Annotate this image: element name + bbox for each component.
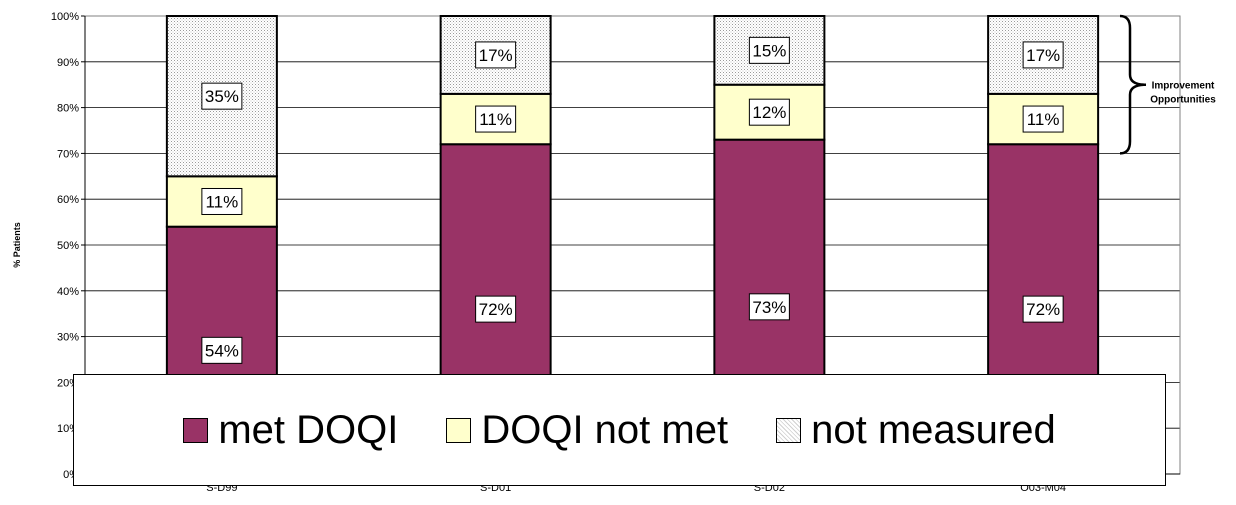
data-label: 17% bbox=[479, 46, 513, 65]
y-tick-label: 100% bbox=[51, 11, 79, 23]
bar-segment bbox=[439, 15, 552, 95]
data-label-box bbox=[475, 41, 517, 69]
data-label-box bbox=[201, 82, 243, 110]
legend-label: met DOQI bbox=[218, 407, 399, 452]
legend-swatch bbox=[776, 417, 802, 443]
annotation-brace bbox=[1119, 14, 1147, 155]
y-tick-label: 70% bbox=[57, 148, 79, 160]
legend-item: DOQI not met bbox=[446, 408, 728, 453]
data-label-box bbox=[1022, 105, 1064, 133]
y-tick-label: 90% bbox=[57, 57, 79, 69]
legend-swatch bbox=[183, 417, 209, 443]
legend-item: met DOQI bbox=[183, 408, 398, 453]
data-label: 72% bbox=[1026, 300, 1060, 319]
legend-item: not measured bbox=[776, 408, 1056, 453]
annotation-text: Opportunities bbox=[1150, 95, 1216, 106]
data-label-box bbox=[1022, 41, 1064, 69]
data-label-box bbox=[475, 295, 517, 323]
data-label-box bbox=[201, 336, 243, 364]
annotation-text: Improvement bbox=[1152, 81, 1215, 92]
data-label-box bbox=[748, 98, 790, 126]
data-label: 15% bbox=[752, 41, 786, 60]
data-label: 73% bbox=[752, 298, 786, 317]
data-label-box bbox=[475, 105, 517, 133]
y-tick-label: 40% bbox=[57, 286, 79, 298]
data-label-box bbox=[748, 36, 790, 64]
legend-label: DOQI not met bbox=[481, 407, 729, 452]
data-label: 11% bbox=[479, 110, 512, 129]
data-label: 12% bbox=[752, 103, 786, 122]
legend-swatch bbox=[446, 417, 472, 443]
y-tick-label: 80% bbox=[57, 103, 79, 115]
data-label: 72% bbox=[479, 300, 513, 319]
legend: met DOQI DOQI not met not measured bbox=[73, 374, 1166, 486]
y-axis-title: % Patients bbox=[12, 222, 22, 268]
data-label-box bbox=[748, 293, 790, 321]
data-label: 11% bbox=[1027, 110, 1060, 129]
data-label: 17% bbox=[1026, 46, 1060, 65]
y-tick-label: 50% bbox=[57, 240, 79, 252]
y-tick-label: 60% bbox=[57, 194, 79, 206]
data-label-box bbox=[201, 187, 243, 215]
data-label: 11% bbox=[205, 192, 238, 211]
y-tick-label: 30% bbox=[57, 332, 79, 344]
legend-label: not measured bbox=[811, 407, 1056, 452]
data-label: 35% bbox=[205, 87, 239, 106]
data-label: 54% bbox=[205, 341, 239, 360]
data-label-box bbox=[1022, 295, 1064, 323]
